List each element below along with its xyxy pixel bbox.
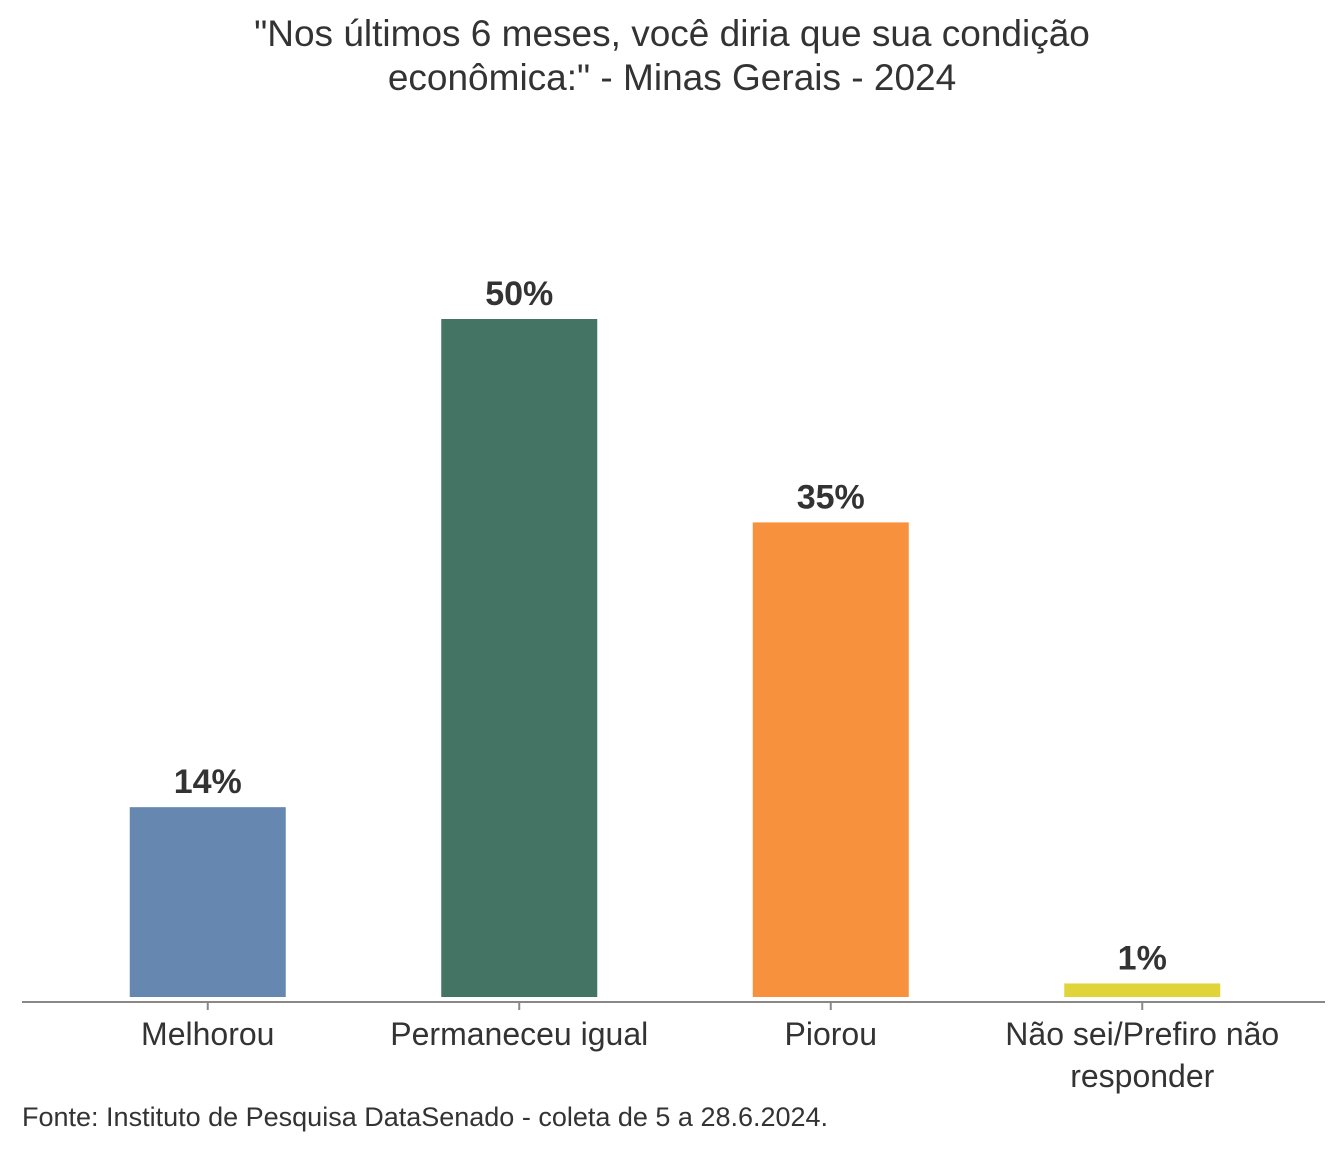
bar [129, 807, 286, 997]
x-tick-label: Melhorou [141, 1016, 275, 1052]
x-tick-label: Piorou [784, 1016, 878, 1052]
value-label: 14% [174, 763, 242, 801]
value-label: 50% [485, 275, 553, 313]
bar [752, 522, 909, 997]
value-label: 35% [797, 478, 865, 516]
x-tick-label: Permaneceu igual [390, 1016, 649, 1052]
chart: 14% 50% 35% 1% [22, 275, 1325, 1010]
x-tick-label: Não sei/Prefiro não responder [1005, 1016, 1280, 1094]
chart-title: "Nos últimos 6 meses, você diria que sua… [254, 13, 1090, 98]
source-note: Fonte: Instituto de Pesquisa DataSenado … [22, 1102, 829, 1132]
bar [1064, 983, 1221, 997]
value-label: 1% [1118, 939, 1167, 977]
bar [441, 319, 598, 997]
